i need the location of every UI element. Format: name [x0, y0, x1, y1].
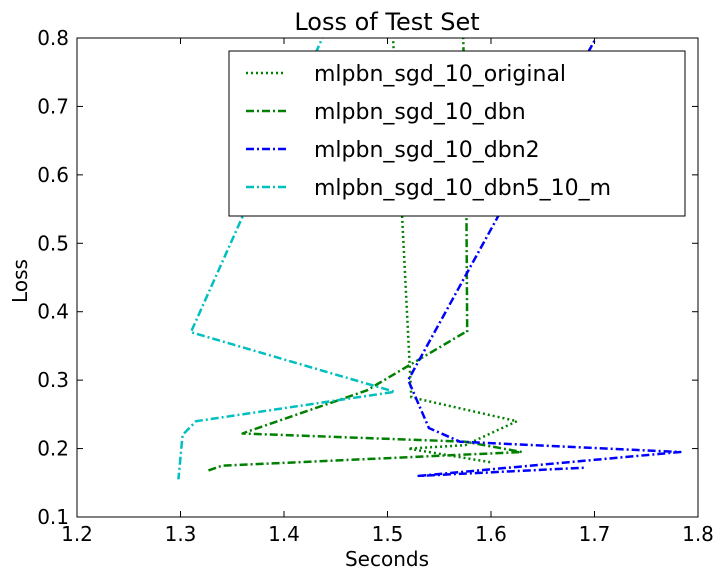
y-tick-label: 0.7: [37, 94, 69, 118]
y-axis-label: Loss: [8, 259, 32, 303]
y-tick-label: 0.6: [37, 163, 69, 187]
x-tick-label: 1.5: [372, 522, 404, 546]
y-tick-label: 0.3: [37, 368, 69, 392]
y-axis-ticks: 0.1 0.2 0.3 0.4 0.5 0.6 0.7 0.8: [37, 26, 698, 529]
legend-label: mlpbn_sgd_10_dbn2: [314, 138, 540, 163]
y-tick-label: 0.8: [37, 26, 69, 50]
series-line-1: [391, 38, 519, 464]
series-layer: [177, 38, 682, 480]
series-line-4: [177, 38, 396, 480]
chart-title: Loss of Test Set: [294, 8, 479, 36]
y-tick-label: 0.4: [37, 300, 69, 324]
y-tick-label: 0.5: [37, 231, 69, 255]
x-tick-label: 1.3: [165, 522, 197, 546]
x-tick-label: 1.8: [682, 522, 714, 546]
x-tick-label: 1.4: [268, 522, 300, 546]
legend: mlpbn_sgd_10_original mlpbn_sgd_10_dbnmlp…: [228, 50, 686, 217]
series-line-3: [406, 38, 682, 478]
series-line-2: [207, 38, 524, 472]
x-tick-label: 1.2: [61, 522, 93, 546]
y-tick-label: 0.1: [37, 505, 69, 529]
x-axis-ticks: 1.2 1.3 1.4 1.5 1.6 1.7 1.8: [61, 38, 714, 546]
legend-label: mlpbn_sgd_10_original: [314, 62, 566, 87]
legend-box: [228, 50, 686, 217]
x-axis-label: Seconds: [345, 547, 429, 571]
legend-label: mlpbn_sgd_10_dbn5_10_m: [314, 176, 611, 201]
x-tick-label: 1.7: [579, 522, 611, 546]
legend-label: mlpbn_sgd_10_dbn: [314, 100, 526, 125]
y-tick-label: 0.2: [37, 437, 69, 461]
x-tick-label: 1.6: [475, 522, 507, 546]
